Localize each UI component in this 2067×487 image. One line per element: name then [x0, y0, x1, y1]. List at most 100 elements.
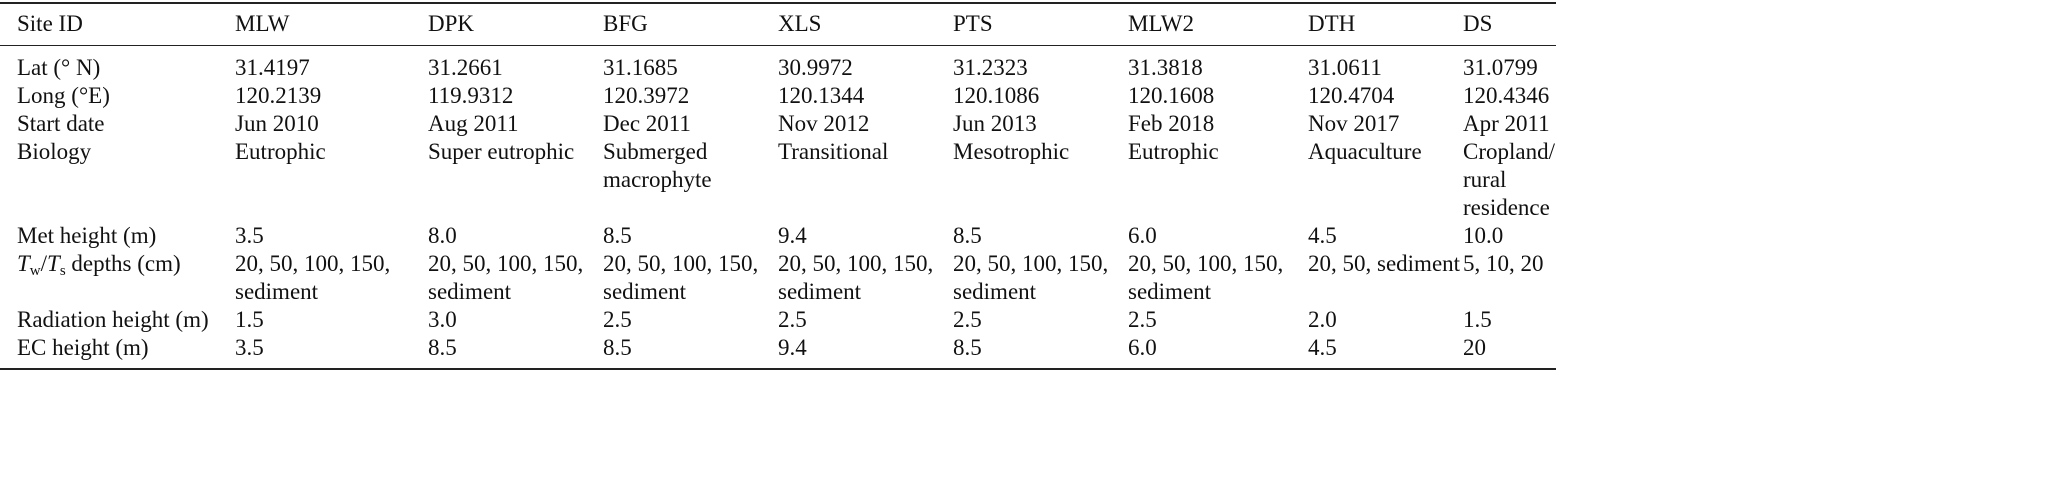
table-cell: 20, 50, 100, 150, sediment	[953, 251, 1109, 304]
table-cell: Nov 2012	[778, 111, 870, 136]
table-cell: 2.5	[603, 307, 632, 332]
table-cell: 3.0	[428, 307, 457, 332]
table-cell: Cropland/ rural residence	[1463, 139, 1555, 220]
row-label: Biology	[17, 139, 92, 164]
header-cell: MLW	[235, 11, 290, 36]
table-cell: 120.4704	[1308, 83, 1395, 108]
table-cell: Nov 2017	[1308, 111, 1400, 136]
table-cell: 31.4197	[235, 55, 310, 80]
table-row: Long (°E) 120.2139 119.9312 120.3972 120.134…	[0, 82, 1556, 110]
label-part: T	[17, 251, 30, 276]
row-label: Radiation height (m)	[17, 307, 209, 332]
table-cell: 120.3972	[603, 83, 690, 108]
row-label: Lat (° N)	[17, 55, 101, 80]
header-cell: PTS	[953, 11, 993, 36]
table-cell: 1.5	[235, 307, 264, 332]
table-cell: 119.9312	[428, 83, 514, 108]
table-cell: 120.1344	[778, 83, 865, 108]
table-cell: 8.5	[953, 223, 982, 248]
row-label: Met height (m)	[17, 223, 157, 248]
table-cell: 20, 50, 100, 150, sediment	[778, 251, 934, 304]
table-cell: 8.5	[428, 335, 457, 360]
table-cell: Jun 2013	[953, 111, 1037, 136]
table-cell: 120.1608	[1128, 83, 1215, 108]
table-cell: 10.0	[1463, 223, 1504, 248]
table-cell: 20, 50, sediment	[1308, 251, 1461, 276]
table-cell: 2.0	[1308, 307, 1337, 332]
row-label: Start date	[17, 111, 105, 136]
row-label: Tw/Ts depths (cm)	[0, 250, 235, 306]
table-cell: 3.5	[235, 223, 264, 248]
header-cell: XLS	[778, 11, 822, 36]
table-cell: 20	[1463, 335, 1486, 360]
table-cell: 31.1685	[603, 55, 678, 80]
header-cell: DTH	[1308, 11, 1356, 36]
table-cell: 2.5	[1128, 307, 1157, 332]
label-part: w	[29, 263, 41, 279]
table-cell: Transitional	[778, 139, 889, 164]
header-row: Site ID MLW DPK BFG XLS PTS MLW2 DTH DS	[0, 3, 1556, 46]
data-table: Site ID MLW DPK BFG XLS PTS MLW2 DTH DS Lat (° N…	[0, 2, 1556, 370]
table-row: Start date Jun 2010 Aug 2011 Dec 2011 Nov 20…	[0, 110, 1556, 138]
table-cell: 5, 10, 20	[1463, 251, 1544, 276]
table-cell: 31.0799	[1463, 55, 1538, 80]
label-part: /	[40, 251, 48, 276]
table-cell: 4.5	[1308, 335, 1337, 360]
table-cell: 6.0	[1128, 223, 1157, 248]
table-cell: Eutrophic	[1128, 139, 1219, 164]
table-cell: 8.5	[603, 335, 632, 360]
table-cell: 1.5	[1463, 307, 1492, 332]
label-part: s	[59, 263, 66, 279]
table-cell: Feb 2018	[1128, 111, 1215, 136]
table-row: Met height (m) 3.5 8.0 8.5 9.4 8.5 6.0 4.5 10.0	[0, 222, 1556, 250]
table-cell: 9.4	[778, 223, 807, 248]
table-cell: Aquaculture	[1308, 139, 1422, 164]
table-header: Site ID MLW DPK BFG XLS PTS MLW2 DTH DS	[0, 3, 1556, 46]
table-cell: 120.2139	[235, 83, 322, 108]
table-cell: 2.5	[778, 307, 807, 332]
table-cell: Apr 2011	[1463, 111, 1550, 136]
table-cell: 20, 50, 100, 150, sediment	[235, 251, 391, 304]
table-cell: 120.4346	[1463, 83, 1550, 108]
table-cell: 120.1086	[953, 83, 1040, 108]
table-cell: 30.9972	[778, 55, 853, 80]
table-row: Tw/Ts depths (cm) 20, 50, 100, 150, sedim…	[0, 250, 1556, 306]
header-cell: DS	[1463, 11, 1493, 36]
table-cell: 3.5	[235, 335, 264, 360]
table-cell: 20, 50, 100, 150, sediment	[603, 251, 759, 304]
table-row: Lat (° N) 31.4197 31.2661 31.1685 30.9972 31.…	[0, 46, 1556, 83]
table-cell: Eutrophic	[235, 139, 326, 164]
table-cell: Dec 2011	[603, 111, 691, 136]
table-cell: 8.5	[953, 335, 982, 360]
table-cell: 6.0	[1128, 335, 1157, 360]
header-cell: BFG	[603, 11, 648, 36]
table-cell: 8.5	[603, 223, 632, 248]
header-cell: Site ID	[17, 11, 83, 36]
table-cell: 20, 50, 100, 150, sediment	[428, 251, 584, 304]
table-cell: 20, 50, 100, 150, sediment	[1128, 251, 1284, 304]
label-part: depths (cm)	[65, 251, 181, 276]
table-cell: Submerged macrophyte	[603, 139, 712, 192]
table-cell: 8.0	[428, 223, 457, 248]
table-row: EC height (m) 3.5 8.5 8.5 9.4 8.5 6.0 4.5 20	[0, 334, 1556, 369]
table-cell: 2.5	[953, 307, 982, 332]
table-cell: Jun 2010	[235, 111, 319, 136]
row-label: Long (°E)	[17, 83, 110, 108]
table-row: Radiation height (m) 1.5 3.0 2.5 2.5 2.5 2.5 2.…	[0, 306, 1556, 334]
table-cell: 31.0611	[1308, 55, 1382, 80]
table-cell: 31.3818	[1128, 55, 1203, 80]
table-cell: 9.4	[778, 335, 807, 360]
table-cell: Mesotrophic	[953, 139, 1070, 164]
row-label: EC height (m)	[17, 335, 149, 360]
table-cell: Super eutrophic	[428, 139, 575, 164]
table-cell: 31.2323	[953, 55, 1028, 80]
table-row: Biology Eutrophic Super eutrophic Submerged…	[0, 138, 1556, 222]
header-cell: DPK	[428, 11, 475, 36]
table-body: Lat (° N) 31.4197 31.2661 31.1685 30.9972 31.…	[0, 46, 1556, 369]
table-cell: 4.5	[1308, 223, 1337, 248]
table-cell: 31.2661	[428, 55, 503, 80]
label-part: T	[47, 251, 60, 276]
table-cell: Aug 2011	[428, 111, 519, 136]
header-cell: MLW2	[1128, 11, 1195, 36]
